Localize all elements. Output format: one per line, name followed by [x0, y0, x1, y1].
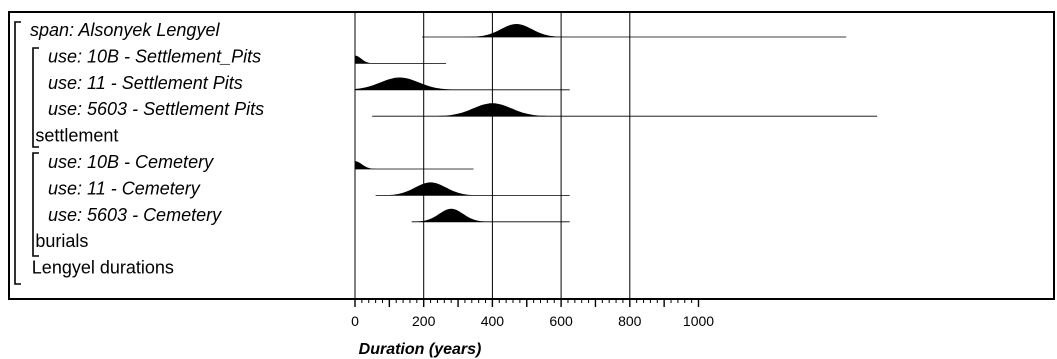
density-distribution [368, 182, 493, 196]
density-distribution [416, 103, 568, 117]
x-tick-label: 800 [618, 313, 642, 329]
x-tick-label: 400 [481, 313, 505, 329]
row-label: use: 11 - Cemetery [48, 178, 201, 198]
density-distribution [403, 208, 500, 222]
x-tick-label: 200 [412, 313, 436, 329]
row-label: use: 5603 - Cemetery [48, 205, 222, 225]
row-label: span: Alsonyek Lengyel [30, 20, 220, 40]
x-tick-label: 600 [549, 313, 573, 329]
density-distribution [355, 77, 476, 90]
density-distribution [355, 55, 380, 64]
row-label: use: 11 - Settlement Pits [48, 73, 243, 93]
row-label: settlement [35, 126, 118, 146]
group-bracket [32, 47, 39, 148]
density-distribution [355, 161, 383, 169]
row-label: Lengyel durations [32, 258, 174, 278]
group-bracket [14, 21, 21, 285]
row-label: use: 10B - Cemetery [48, 152, 214, 172]
x-tick-label: 0 [351, 313, 359, 329]
x-axis-title: Duration (years) [359, 341, 482, 358]
density-distribution [454, 24, 579, 37]
row-label: use: 5603 - Settlement Pits [48, 99, 264, 119]
x-tick-label: 1000 [683, 313, 714, 329]
row-label: use: 10B - Settlement_Pits [48, 46, 261, 66]
row-label: burials [35, 231, 88, 251]
group-bracket [32, 152, 39, 257]
